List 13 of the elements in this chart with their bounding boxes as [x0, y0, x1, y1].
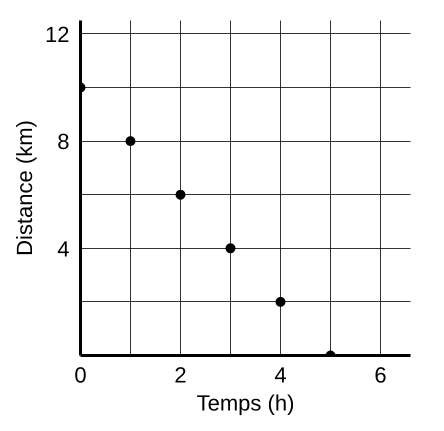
point: [276, 296, 286, 307]
point: [176, 190, 186, 200]
x-tick-label: 2: [174, 362, 187, 388]
x-tick-label: 4: [274, 362, 287, 388]
y-tick-label: 4: [57, 236, 70, 262]
y-tick-label: 12: [45, 22, 70, 47]
y-tick-label: 8: [57, 129, 70, 154]
point: [226, 243, 236, 254]
x-axis-title: Temps (h): [196, 390, 294, 416]
point: [126, 136, 136, 146]
y-axis-title: Distance (km): [12, 120, 38, 256]
x-tick-label: 0: [74, 362, 87, 388]
x-tick-label: 6: [374, 362, 387, 388]
